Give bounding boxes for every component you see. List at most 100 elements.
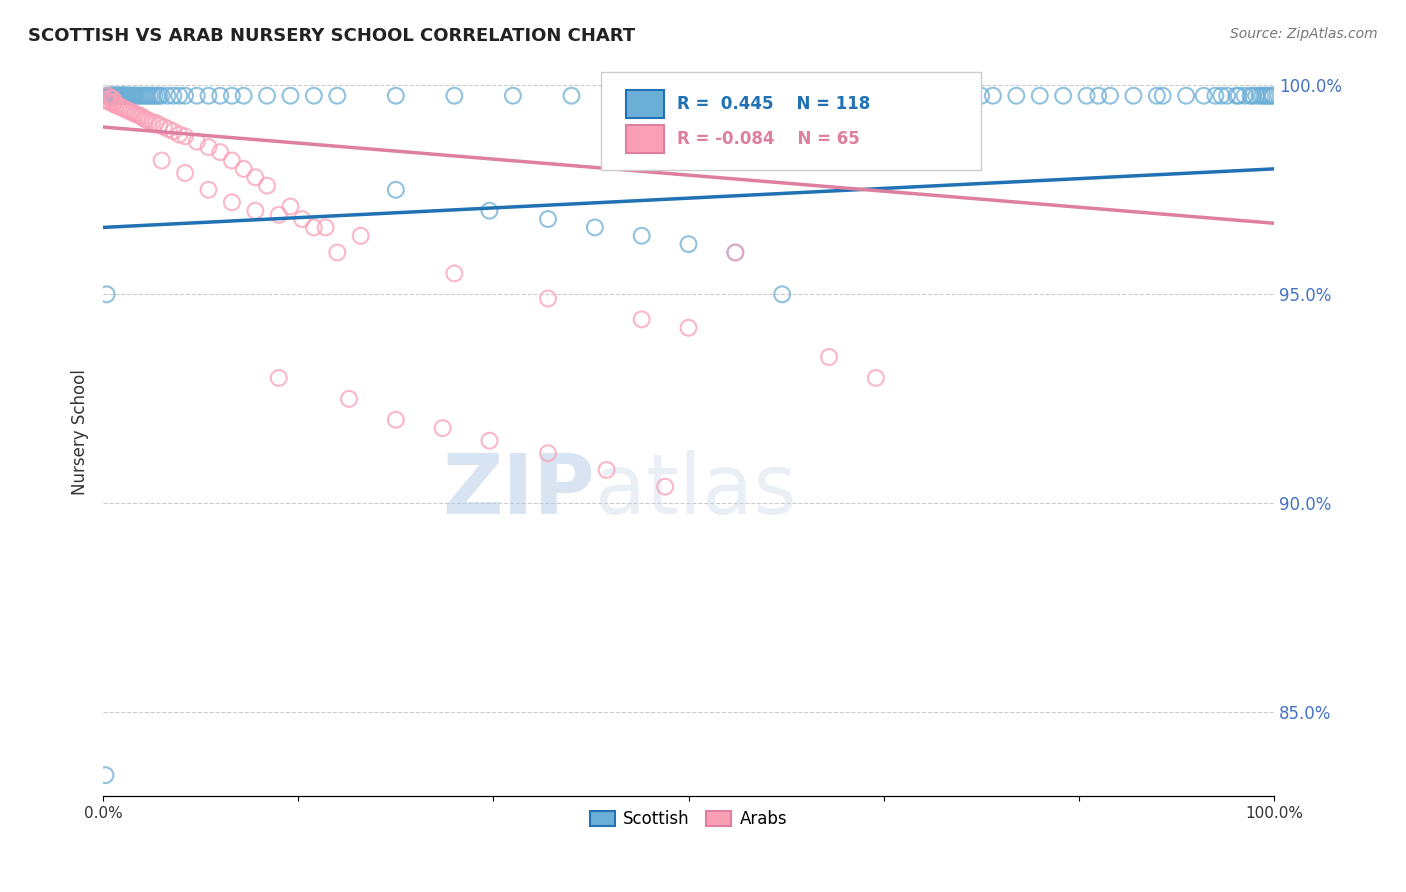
Text: R =  0.445    N = 118: R = 0.445 N = 118 [676, 95, 870, 113]
Point [98, 88, 121, 103]
Point [1246, 88, 1268, 103]
Point [865, 88, 887, 103]
Point [256, 88, 278, 103]
Point [1241, 88, 1264, 103]
Point [654, 480, 676, 494]
Point [1233, 88, 1256, 103]
Point [619, 88, 641, 103]
Point [209, 145, 232, 160]
Point [1005, 88, 1028, 103]
Point [221, 88, 243, 103]
Point [141, 115, 163, 129]
Point [148, 118, 170, 132]
Point [326, 88, 349, 103]
Point [157, 122, 180, 136]
Point [141, 88, 163, 103]
Point [302, 88, 325, 103]
Point [724, 245, 747, 260]
Point [478, 203, 501, 218]
Point [385, 88, 408, 103]
Point [291, 212, 314, 227]
Point [1029, 88, 1052, 103]
Point [267, 371, 290, 385]
Point [794, 88, 817, 103]
Point [105, 88, 128, 103]
Point [127, 88, 149, 103]
Point [232, 88, 254, 103]
Point [136, 88, 159, 103]
Point [114, 103, 136, 117]
Point [959, 88, 981, 103]
Point [104, 88, 127, 103]
Point [96, 93, 118, 107]
Point [129, 88, 152, 103]
Point [970, 88, 993, 103]
Point [911, 88, 934, 103]
Point [107, 88, 129, 103]
Point [630, 228, 652, 243]
Point [98, 88, 121, 103]
Point [1204, 88, 1226, 103]
Point [117, 103, 139, 118]
Point [280, 88, 302, 103]
Point [385, 413, 408, 427]
Point [245, 170, 267, 185]
Point [167, 88, 190, 103]
Point [125, 88, 148, 103]
Point [267, 208, 290, 222]
Point [97, 88, 120, 103]
Point [537, 212, 560, 227]
Point [770, 287, 793, 301]
Point [112, 88, 135, 103]
Point [128, 109, 150, 123]
Point [138, 113, 160, 128]
Point [1251, 88, 1274, 103]
Point [162, 124, 184, 138]
Point [174, 88, 197, 103]
Point [560, 88, 582, 103]
Point [911, 88, 934, 103]
Point [350, 228, 373, 243]
Point [98, 95, 121, 109]
Point [583, 220, 606, 235]
Point [148, 88, 170, 103]
Point [478, 434, 501, 448]
Point [1249, 88, 1271, 103]
Point [1052, 88, 1074, 103]
Point [120, 88, 142, 103]
Point [186, 135, 208, 149]
Point [1087, 88, 1109, 103]
Point [98, 91, 121, 105]
Point [1098, 88, 1121, 103]
Point [124, 106, 146, 120]
Point [121, 105, 143, 120]
Point [1146, 88, 1168, 103]
Point [135, 112, 157, 127]
Point [853, 88, 876, 103]
Point [112, 88, 135, 103]
Point [105, 88, 128, 103]
Point [818, 350, 841, 364]
Point [120, 88, 142, 103]
Point [1122, 88, 1144, 103]
Point [1256, 88, 1278, 103]
Point [97, 88, 120, 103]
Point [105, 88, 128, 103]
Point [100, 88, 122, 103]
Point [1211, 88, 1233, 103]
Point [678, 237, 700, 252]
Point [302, 220, 325, 235]
Point [174, 129, 197, 144]
Point [122, 88, 145, 103]
Point [124, 88, 146, 103]
Point [139, 88, 162, 103]
Point [150, 88, 173, 103]
Point [326, 245, 349, 260]
Point [1239, 88, 1261, 103]
Point [1175, 88, 1198, 103]
Point [96, 287, 118, 301]
Point [132, 112, 155, 126]
Point [443, 267, 465, 281]
Point [443, 88, 465, 103]
Point [115, 88, 138, 103]
